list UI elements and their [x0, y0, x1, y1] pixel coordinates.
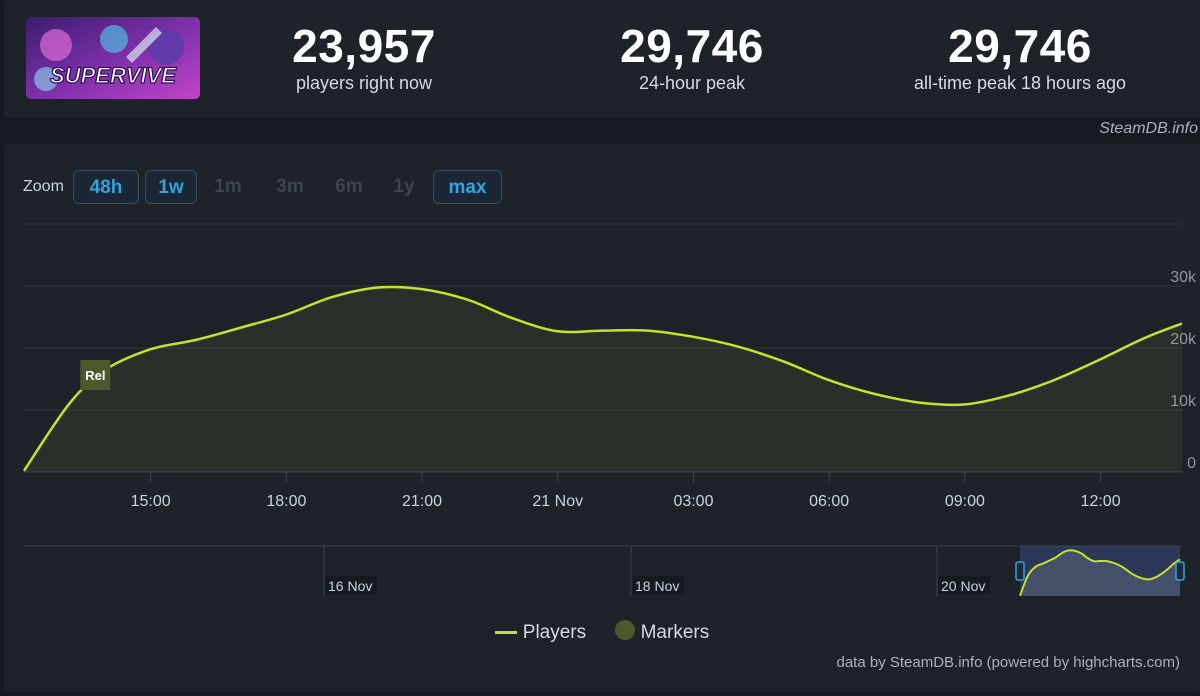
current-players-label: players right now [295, 73, 433, 93]
zoom-1w-button[interactable]: 1w [145, 170, 197, 204]
zoom-3m-button[interactable]: 3m [276, 176, 304, 197]
legend-dot-icon [614, 619, 635, 640]
stats-header: SUPERVIVE 23,957 players right now 29,74… [4, 0, 1200, 118]
player-count-chart[interactable]: 0 10k 20k 30k 15:00 18:00 21:00 21 Nov 03:00 06:0… [4, 144, 1200, 692]
release-marker-label: Rel [85, 368, 105, 383]
x-tick-label: 15:00 [131, 493, 171, 510]
chart-legend: Players Markers [4, 619, 1200, 644]
y-tick-label: 0 [1187, 455, 1196, 472]
navigator-right-handle[interactable] [1175, 561, 1185, 581]
legend-players[interactable]: Players [494, 622, 587, 644]
x-tick-label: 12:00 [1081, 493, 1121, 510]
navigator-date-bg [632, 576, 684, 594]
logo-text: SUPERVIVE [50, 63, 177, 88]
y-tick-label: 20k [1170, 331, 1197, 348]
navigator-date-bg [938, 576, 990, 594]
legend-players-label: Players [522, 622, 587, 643]
day-peak-value: 29,746 [620, 20, 764, 72]
navigator-area [1020, 550, 1180, 596]
legend-markers-label: Markers [640, 622, 710, 643]
x-tick-label: 09:00 [945, 493, 985, 510]
legend-line-icon [494, 631, 517, 635]
zoom-label: Zoom [23, 178, 64, 195]
current-players-stat: 23,957 players right now [264, 20, 464, 94]
current-players-value: 23,957 [292, 20, 436, 72]
x-tick-label: 21:00 [402, 493, 442, 510]
day-peak-label: 24-hour peak [638, 73, 746, 93]
zoom-6m-button[interactable]: 6m [335, 176, 363, 197]
x-tick-label: 06:00 [809, 493, 849, 510]
navigator-left-handle[interactable] [1015, 561, 1025, 581]
navigator-date-label: 18 Nov [635, 578, 679, 594]
legend-markers[interactable]: Markers [614, 619, 710, 644]
x-tick-label: 18:00 [266, 493, 306, 510]
x-tick-label: 03:00 [673, 493, 713, 510]
day-peak-stat: 29,746 24-hour peak [592, 20, 792, 94]
highcharts-credit[interactable]: data by SteamDB.info (powered by highcha… [836, 654, 1181, 671]
steamdb-credit-top[interactable]: SteamDB.info [1099, 120, 1198, 137]
y-tick-label: 10k [1170, 393, 1197, 410]
zoom-1m-button[interactable]: 1m [214, 176, 242, 197]
navigator-window [1020, 546, 1180, 596]
navigator-date-label: 16 Nov [328, 578, 372, 594]
chart-panel: Zoom 48h 1w 1m 3m 6m 1y max 0 10k 20k 30k 15… [4, 144, 1200, 692]
game-logo[interactable]: SUPERVIVE [26, 17, 200, 99]
players-area [24, 286, 1182, 472]
navigator-date-bg [325, 576, 377, 594]
zoom-max-button[interactable]: max [433, 170, 502, 204]
navigator-date-label: 20 Nov [941, 578, 985, 594]
release-marker [80, 360, 111, 390]
all-time-peak-stat: 29,746 all-time peak 18 hours ago [870, 20, 1170, 94]
y-tick-label: 30k [1170, 269, 1197, 286]
all-time-peak-value: 29,746 [948, 20, 1092, 72]
navigator-line [1019, 549, 1181, 597]
all-time-peak-label: all-time peak 18 hours ago [913, 73, 1127, 93]
players-line [22, 285, 1183, 472]
zoom-48h-button[interactable]: 48h [73, 170, 139, 204]
x-tick-label: 21 Nov [532, 493, 583, 510]
zoom-1y-button[interactable]: 1y [393, 176, 415, 197]
